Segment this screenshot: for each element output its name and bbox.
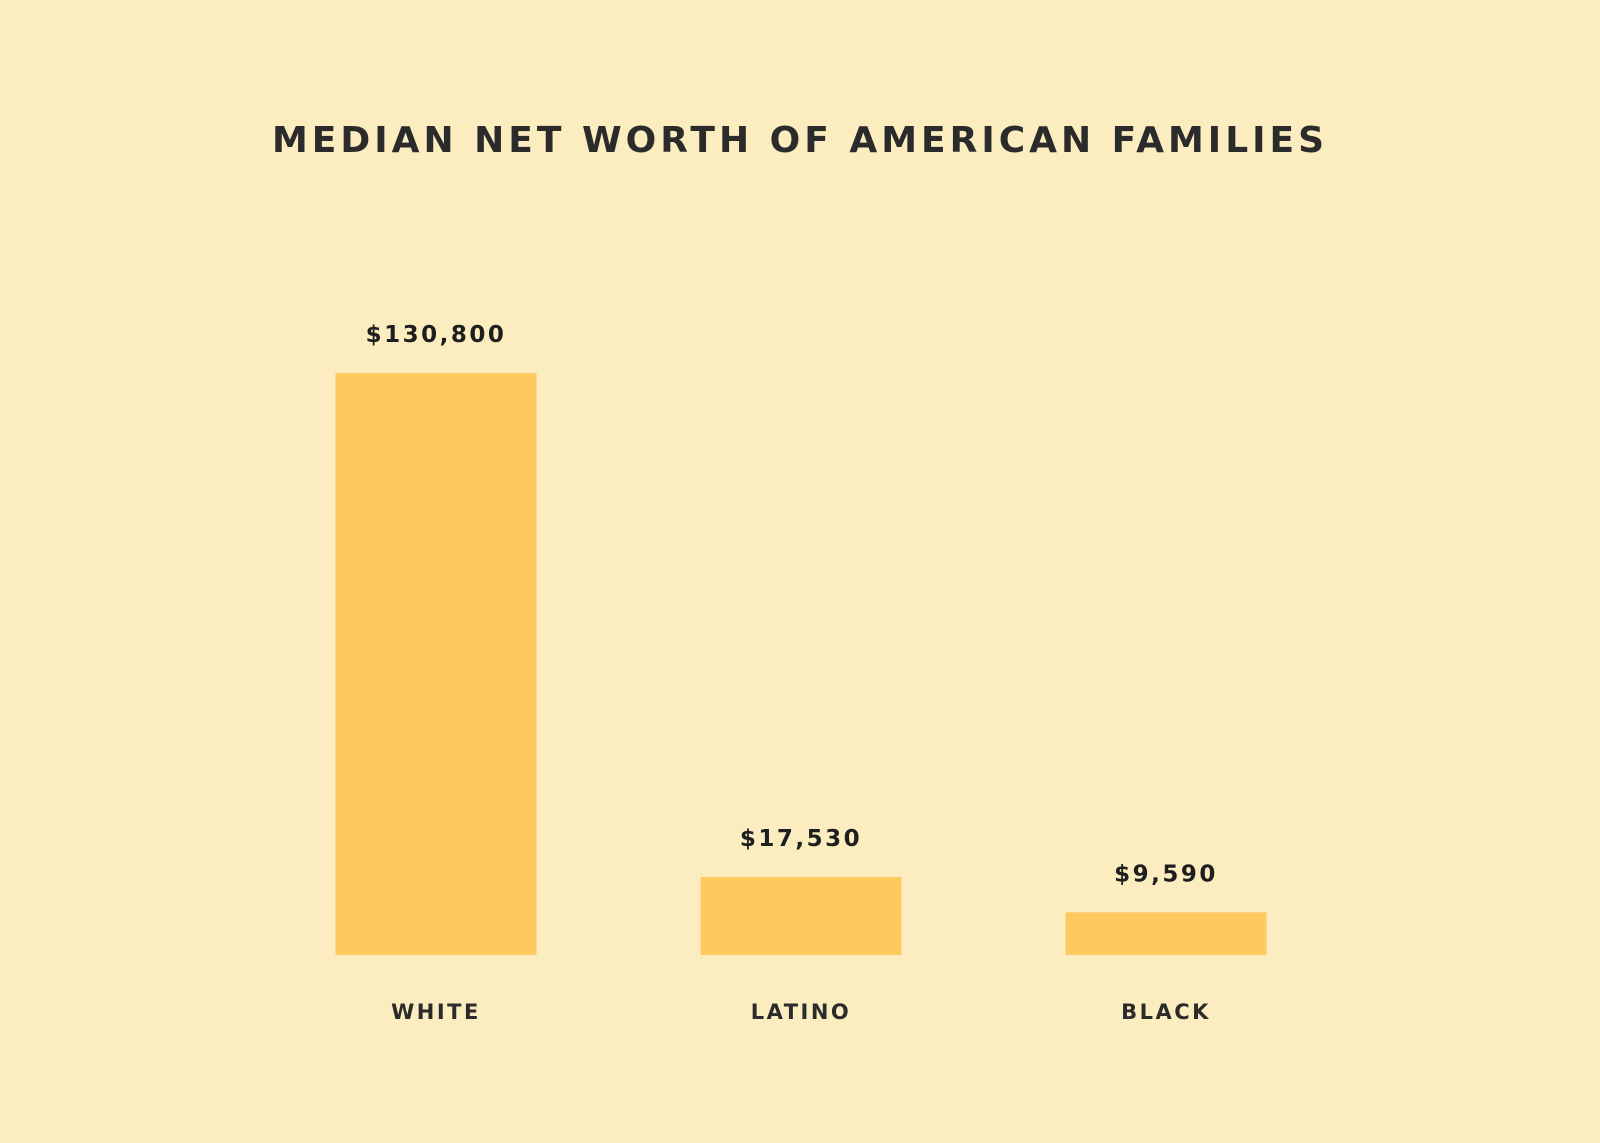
- bars-group: $130,800 WHITE $17,530 LATINO $9,590 BLACK: [335, 322, 1267, 1024]
- value-label-white: $130,800: [366, 322, 507, 348]
- category-label-white: WHITE: [391, 1000, 481, 1024]
- value-label-latino: $17,530: [740, 826, 862, 852]
- category-label-black: BLACK: [1121, 1000, 1211, 1024]
- bar-latino: [700, 876, 902, 955]
- bar-white: [335, 373, 537, 955]
- chart-title: MEDIAN NET WORTH OF AMERICAN FAMILIES: [272, 120, 1328, 161]
- category-label-latino: LATINO: [751, 1000, 852, 1024]
- value-label-black: $9,590: [1114, 861, 1218, 887]
- bar-black: [1065, 912, 1267, 955]
